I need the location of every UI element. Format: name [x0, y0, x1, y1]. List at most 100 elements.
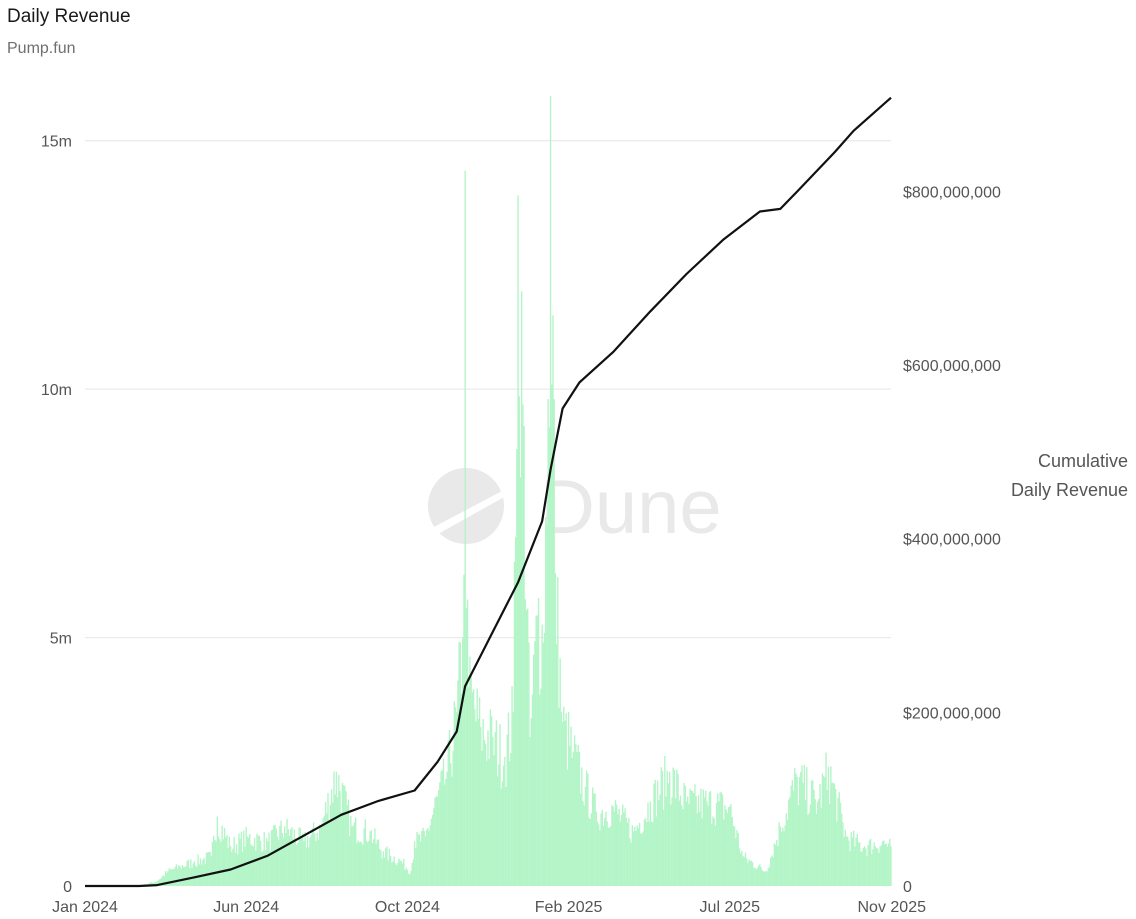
right-tick-label: $400,000,000: [903, 532, 1001, 549]
bar: [294, 838, 297, 886]
bar: [151, 882, 154, 886]
bar: [619, 821, 622, 886]
bar: [830, 766, 832, 886]
bar: [885, 843, 887, 886]
bar: [868, 840, 871, 886]
bar: [536, 615, 539, 886]
bar: [564, 720, 566, 886]
x-tick-label: Nov 2025: [858, 899, 927, 916]
bar: [199, 858, 202, 886]
bar: [762, 871, 765, 886]
bar: [796, 776, 798, 886]
bar: [232, 848, 234, 886]
bar: [400, 861, 403, 886]
bar: [789, 797, 791, 886]
bar: [542, 642, 545, 886]
bar: [552, 315, 554, 886]
bar: [588, 817, 590, 886]
bar: [524, 599, 526, 886]
bar: [330, 789, 333, 886]
bar: [795, 773, 797, 886]
bar: [837, 797, 839, 886]
bar: [736, 829, 738, 886]
bar: [202, 860, 204, 886]
bar: [748, 859, 750, 886]
bar: [558, 707, 560, 886]
bar: [652, 822, 654, 886]
bar: [329, 804, 332, 886]
bar: [815, 813, 818, 886]
bar: [150, 882, 152, 886]
bar: [727, 807, 730, 886]
bar: [713, 818, 715, 886]
bar: [424, 836, 427, 886]
bar: [656, 780, 659, 886]
bar: [731, 817, 733, 886]
bar: [352, 825, 354, 886]
bar: [246, 836, 249, 886]
bar: [516, 448, 518, 886]
bar: [816, 801, 819, 886]
bar: [833, 783, 836, 886]
bar: [749, 860, 751, 886]
bar: [886, 846, 889, 886]
bar: [658, 800, 660, 886]
bar: [233, 837, 235, 886]
bar: [223, 827, 226, 886]
bar: [834, 789, 837, 886]
bar: [794, 768, 796, 886]
bar: [487, 730, 489, 886]
bar: [883, 840, 885, 886]
bar: [589, 819, 591, 886]
bar: [686, 796, 689, 886]
bar: [543, 632, 546, 886]
bar: [374, 828, 376, 886]
bar: [280, 820, 282, 886]
bar: [857, 842, 860, 886]
bar: [367, 842, 369, 886]
bar: [488, 758, 490, 886]
bar: [489, 709, 492, 886]
bar: [339, 790, 341, 886]
bar: [803, 764, 806, 886]
bar: [181, 865, 184, 886]
bar: [158, 879, 161, 886]
bar: [186, 861, 188, 886]
bar: [476, 688, 478, 886]
bar: [874, 846, 877, 886]
bar: [786, 819, 789, 886]
bar: [222, 839, 225, 886]
bar: [422, 827, 424, 886]
bar: [262, 850, 264, 886]
bar: [332, 802, 334, 886]
bar: [394, 863, 397, 886]
bar: [626, 822, 629, 886]
bar: [629, 838, 631, 886]
bar: [496, 776, 499, 886]
bar: [860, 851, 862, 886]
bar: [214, 839, 216, 886]
bar: [661, 770, 664, 886]
bar: [482, 719, 484, 886]
bar: [415, 848, 417, 886]
bar: [215, 841, 217, 886]
bar: [620, 814, 623, 886]
bar: [205, 852, 208, 886]
bar: [388, 848, 391, 886]
bar: [712, 816, 714, 886]
bar: [566, 769, 569, 886]
bar: [780, 831, 783, 886]
bar: [477, 718, 480, 886]
bar: [590, 813, 593, 886]
bar: [348, 836, 351, 886]
bar: [209, 851, 211, 886]
bar: [745, 858, 748, 886]
bar: [267, 841, 269, 886]
bar: [465, 607, 468, 886]
bar: [155, 882, 157, 886]
bar: [597, 824, 600, 886]
bar: [217, 836, 220, 886]
bar: [172, 869, 174, 886]
bar: [265, 838, 268, 886]
bar: [802, 782, 804, 886]
